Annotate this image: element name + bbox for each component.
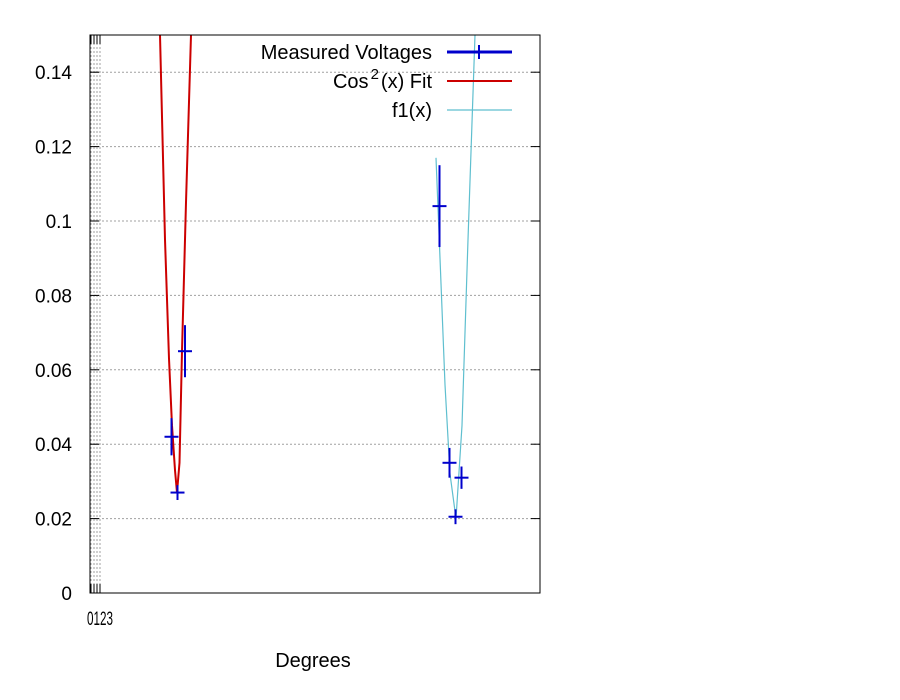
grid [90,35,540,593]
data-points [164,165,469,525]
legend-label: Measured Voltages [261,42,432,64]
y-tick-label: 0.06 [35,361,72,382]
measured-voltage-point [442,447,457,478]
y-tick-label: 0 [61,584,72,605]
x-axis: 0123 [87,35,113,630]
measured-voltage-point [178,325,192,378]
measured-voltage-point [170,485,185,500]
y-tick-label: 0.1 [46,212,72,233]
curves [159,34,476,519]
x-tick-label: 0123 [87,609,113,630]
f1-curve [435,34,476,519]
x-axis-title: Degrees [275,650,351,672]
y-axis: 0 0.02 0.04 0.06 0.08 0.1 0.12 0.14 [35,63,540,605]
y-tick-label: 0.14 [35,63,72,84]
legend-label: Cos 2 (x) Fit [333,66,432,93]
cos2-fit-curve [159,34,192,493]
legend-item: Measured Voltages [261,42,512,64]
y-tick-label: 0.02 [35,510,72,531]
legend-label: f1(x) [392,100,432,122]
legend-item: Cos 2 (x) Fit [333,66,512,93]
legend-item: f1(x) [392,100,512,122]
plot-frame [89,34,541,594]
measured-voltage-point [448,509,463,525]
measured-voltage-point [164,418,179,456]
measured-voltage-point [432,165,447,248]
y-tick-label: 0.04 [35,435,72,456]
y-tick-label: 0.12 [35,138,72,159]
measured-voltage-point [454,466,469,489]
y-tick-label: 0.08 [35,286,72,307]
